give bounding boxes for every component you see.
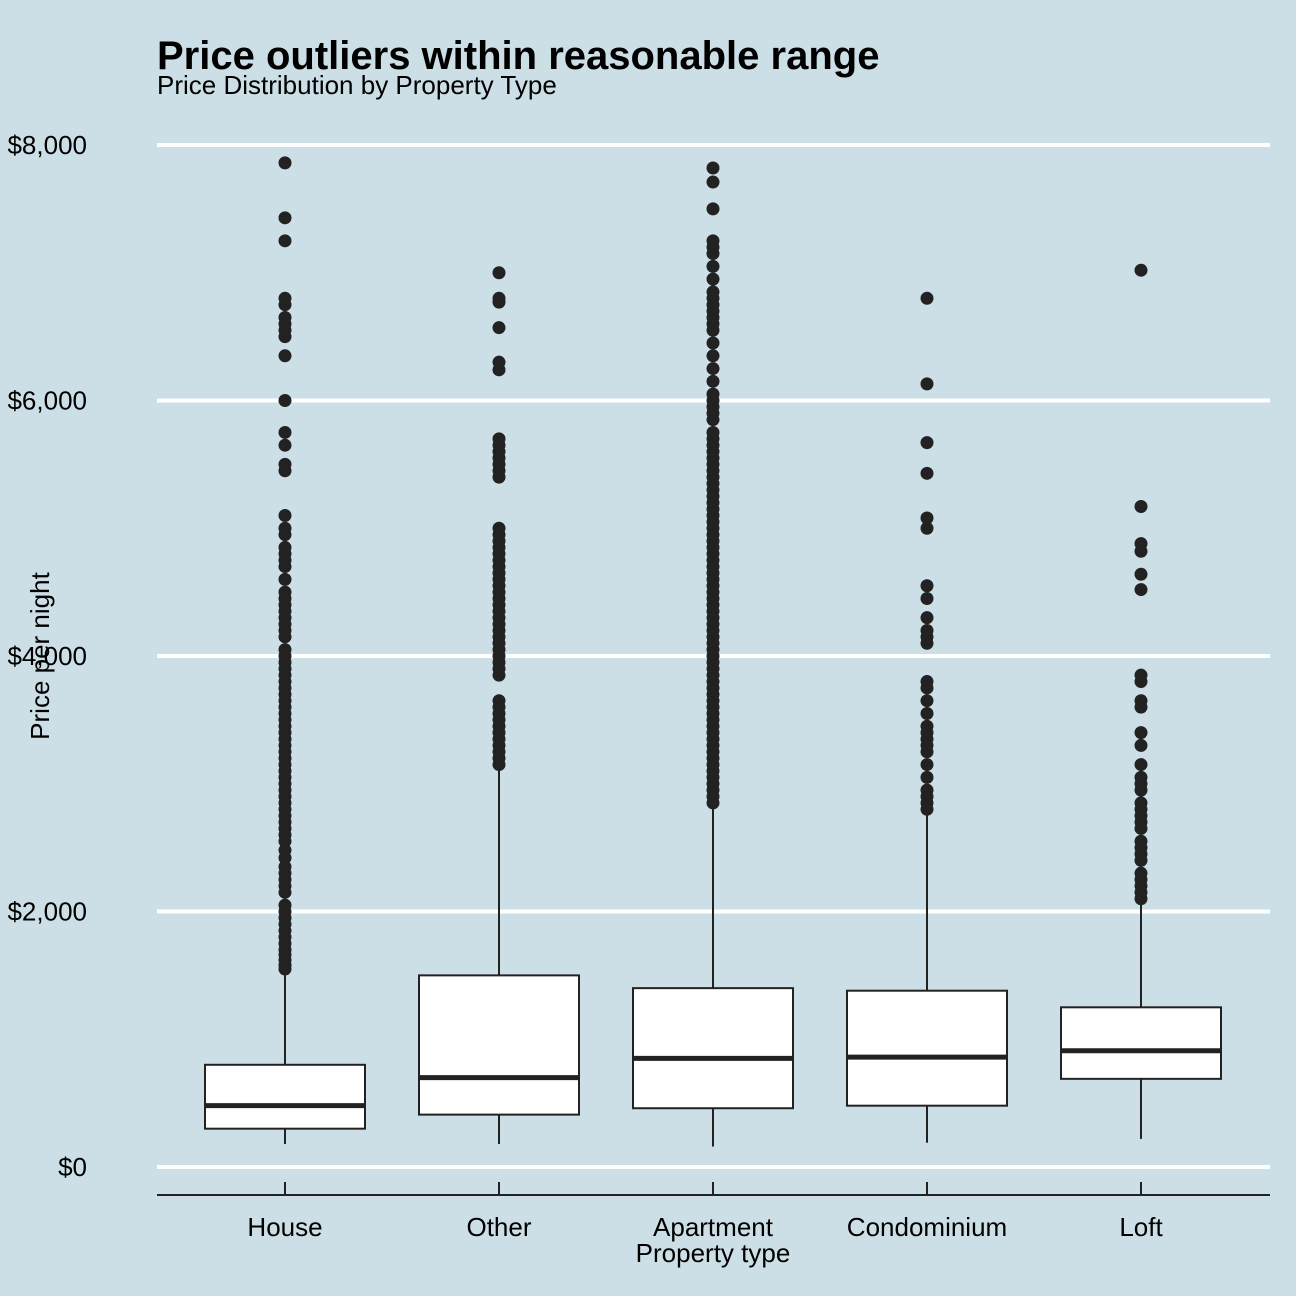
outlier-point <box>1134 668 1148 682</box>
outlier-point <box>278 438 292 452</box>
outlier-point <box>492 266 506 280</box>
outlier-point <box>278 585 292 599</box>
outlier-point <box>706 161 720 175</box>
outlier-point <box>706 336 720 350</box>
outlier-point <box>278 521 292 535</box>
y-tick-label: $4,000 <box>7 641 87 671</box>
outlier-point <box>920 719 934 733</box>
outlier-point <box>492 291 506 305</box>
outlier-point <box>920 706 934 720</box>
outlier-point <box>920 511 934 525</box>
outlier-point <box>1134 567 1148 581</box>
outlier-point <box>1134 694 1148 708</box>
outlier-point <box>920 694 934 708</box>
outlier-point <box>706 362 720 376</box>
x-tick-label: Other <box>466 1212 531 1242</box>
chart-title: Price outliers within reasonable range <box>157 34 879 78</box>
outlier-point <box>706 202 720 216</box>
outlier-point <box>920 291 934 305</box>
y-axis-title: Price per night <box>25 571 55 739</box>
outlier-point <box>278 211 292 225</box>
outlier-point <box>278 234 292 248</box>
iqr-box <box>846 989 1008 1107</box>
outlier-point <box>278 860 292 874</box>
y-tick-label: $0 <box>58 1152 87 1182</box>
outlier-point <box>920 521 934 535</box>
outlier-point <box>278 643 292 657</box>
outlier-point <box>920 783 934 797</box>
x-tick-label: Condominium <box>847 1212 1007 1242</box>
outlier-point <box>1134 796 1148 810</box>
outlier-point <box>1134 758 1148 772</box>
outlier-point <box>920 770 934 784</box>
outlier-point <box>1134 770 1148 784</box>
outlier-point <box>278 898 292 912</box>
outlier-point <box>1134 738 1148 752</box>
outlier-point <box>278 425 292 439</box>
box-house <box>204 156 366 1145</box>
x-tick-labels: House Other Apartment Condominium Loft <box>247 1182 1163 1242</box>
outlier-point <box>278 843 292 857</box>
x-tick-label: House <box>247 1212 322 1242</box>
outlier-point <box>278 394 292 407</box>
outlier-point <box>278 349 292 363</box>
x-tick-label: Apartment <box>653 1212 774 1242</box>
outlier-point <box>278 457 292 471</box>
outlier-point <box>278 540 292 554</box>
outlier-point <box>278 572 292 586</box>
outlier-point <box>706 259 720 273</box>
outlier-point <box>1134 500 1148 514</box>
x-axis-title: Property type <box>636 1238 791 1268</box>
y-tick-label: $8,000 <box>7 130 87 160</box>
x-tick-label: Loft <box>1119 1212 1163 1242</box>
outlier-point <box>706 285 720 299</box>
iqr-box <box>1060 1006 1222 1080</box>
outlier-point <box>492 432 506 446</box>
outlier-point <box>706 175 720 189</box>
outlier-point <box>920 675 934 689</box>
outlier-point <box>706 272 720 286</box>
outlier-point <box>706 387 720 401</box>
y-tick-label: $2,000 <box>7 897 87 927</box>
box-loft <box>1060 263 1222 1139</box>
iqr-box <box>632 987 794 1110</box>
box-apartment <box>632 161 794 1147</box>
box-other <box>418 266 580 1145</box>
outlier-point <box>492 521 506 535</box>
outlier-point <box>920 592 934 606</box>
outlier-point <box>1134 834 1148 848</box>
outlier-point <box>1134 583 1148 597</box>
outlier-point <box>1134 537 1148 551</box>
outlier-point <box>278 291 292 305</box>
outlier-point <box>492 355 506 369</box>
outlier-point <box>706 425 720 439</box>
outlier-point <box>706 349 720 363</box>
outlier-point <box>278 310 292 324</box>
outlier-point <box>920 611 934 625</box>
chart-subtitle: Price Distribution by Property Type <box>157 70 557 100</box>
outlier-point <box>920 436 934 450</box>
outlier-point <box>1134 726 1148 740</box>
outlier-point <box>492 321 506 335</box>
outlier-point <box>492 694 506 708</box>
outlier-point <box>1134 263 1148 277</box>
iqr-box <box>204 1063 366 1130</box>
y-tick-labels: $0 $2,000 $4,000 $6,000 $8,000 <box>7 130 87 1182</box>
outlier-point <box>278 508 292 522</box>
outlier-point <box>920 623 934 637</box>
outlier-point <box>706 234 720 248</box>
outlier-point <box>920 579 934 593</box>
boxes <box>204 156 1222 1147</box>
outlier-point <box>1134 866 1148 880</box>
outlier-point <box>920 377 934 391</box>
outlier-point <box>920 466 934 480</box>
box-condominium <box>846 291 1008 1143</box>
outlier-point <box>706 374 720 388</box>
outlier-point <box>920 758 934 772</box>
outlier-point <box>278 156 292 170</box>
y-tick-label: $6,000 <box>7 386 87 416</box>
iqr-box <box>418 974 580 1116</box>
